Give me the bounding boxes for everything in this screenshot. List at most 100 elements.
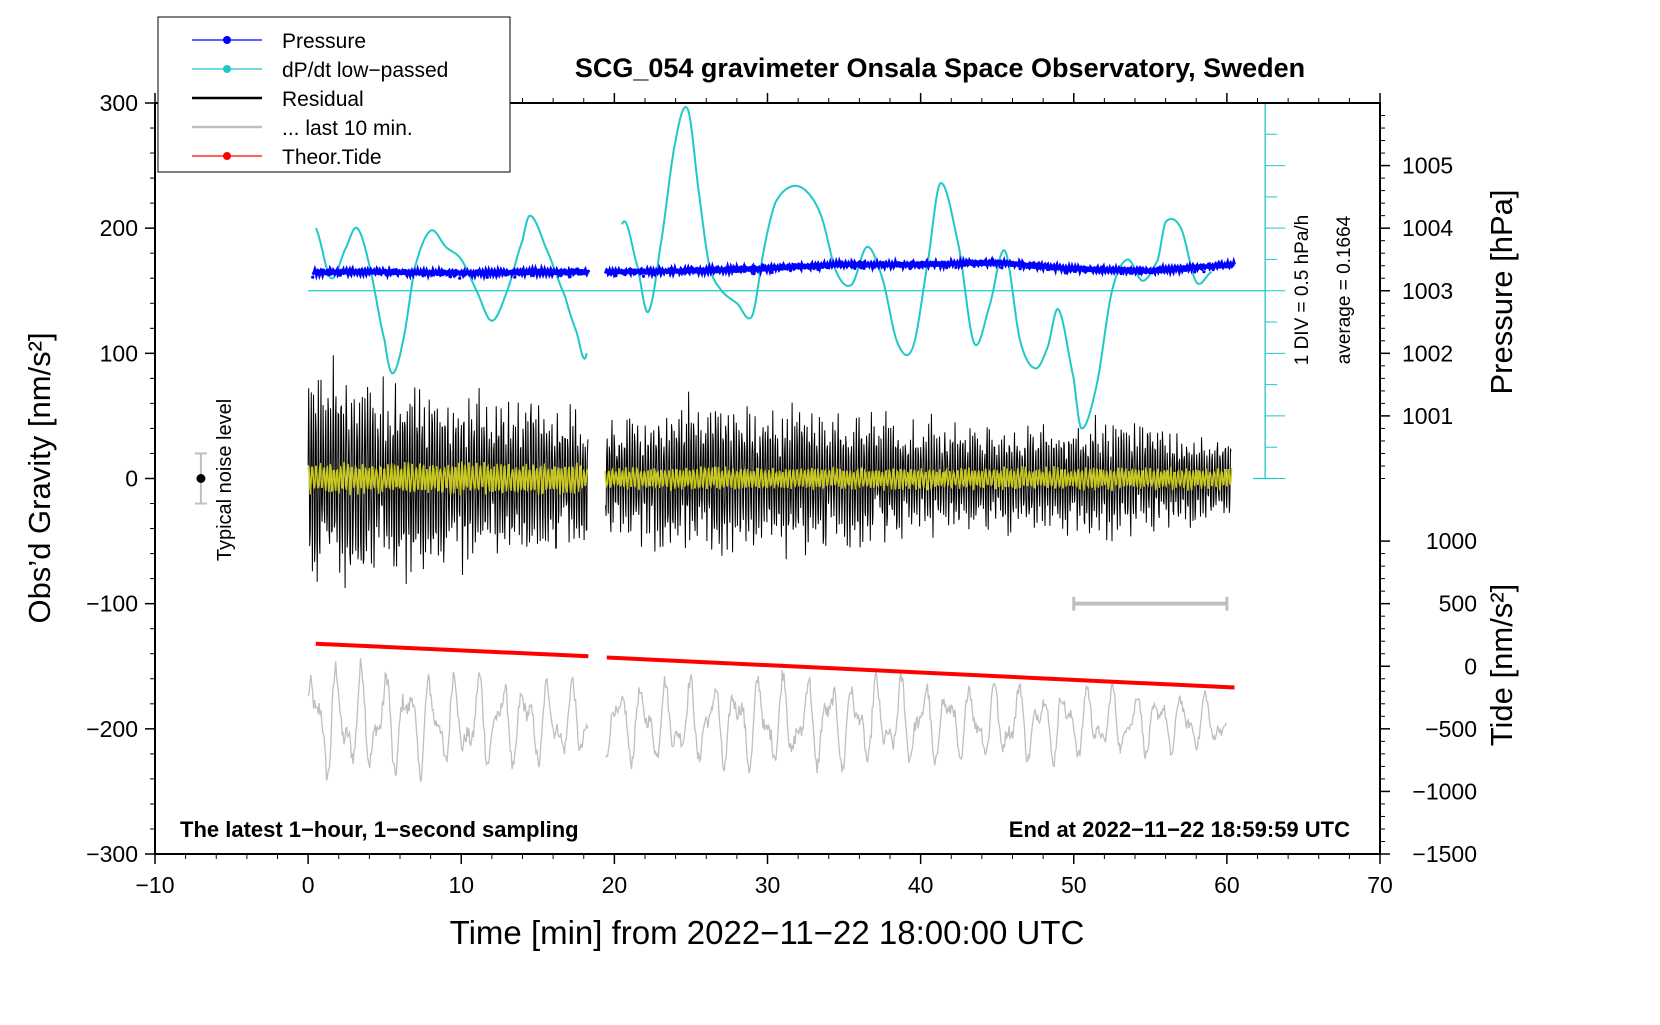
legend: Pressure dP/dt low−passed Residual ... last… — [157, 16, 511, 173]
series-pressure-point — [577, 272, 581, 276]
x-tick-label: 0 — [302, 872, 315, 898]
series-pressure-point — [1193, 270, 1197, 274]
series-pressure-point — [1174, 265, 1178, 269]
series-pressure-point — [338, 273, 342, 277]
y-tick-label: 100 — [100, 340, 138, 366]
legend-label: Theor.Tide — [282, 146, 382, 169]
series-pressure-point — [963, 263, 967, 267]
annotation-dpdt-scale: 1 DIV = 0.5 hPa/h — [1292, 215, 1313, 366]
series-pressure-point — [559, 274, 563, 278]
series-pressure-point — [412, 269, 416, 273]
legend-label: dP/dt low−passed — [282, 59, 448, 82]
series-pressure-point — [669, 266, 673, 270]
series-pressure-point — [522, 271, 526, 275]
series-pressure-point — [678, 271, 682, 275]
series-pressure-point — [357, 268, 361, 272]
series-pressure-point — [1092, 267, 1096, 271]
series-pressure-point — [770, 270, 774, 274]
series-pressure-point — [568, 275, 572, 279]
y-tick-label: 0 — [125, 466, 138, 492]
series-pressure-line — [311, 254, 1236, 282]
y-axis-label-left: Obs’d Gravity [nm/s²] — [22, 332, 57, 623]
series-pressure-point — [375, 267, 379, 271]
series-pressure-point — [623, 273, 627, 277]
series-pressure-point — [834, 263, 839, 267]
y-tick-label: −300 — [86, 841, 138, 867]
series-residual-filtered-line — [307, 461, 1233, 496]
x-tick-label: 20 — [602, 872, 628, 898]
tide-tick-label: −1500 — [1412, 841, 1477, 867]
series-pressure-point — [393, 271, 397, 275]
series-residual-line — [307, 355, 1232, 589]
noise-level-point — [196, 474, 206, 483]
series-pressure-point — [779, 263, 783, 267]
series-pressure-point — [715, 265, 719, 269]
series-pressure-point — [1000, 266, 1004, 270]
series-pressure-point — [1055, 266, 1059, 270]
series-pressure-point — [798, 264, 802, 268]
pressure-tick-label: 1002 — [1402, 340, 1453, 366]
series-pressure-point — [550, 273, 554, 277]
series-pressure-point — [1009, 261, 1013, 265]
y-tick-label: 200 — [100, 215, 138, 241]
x-tick-label: 50 — [1061, 872, 1087, 898]
series-pressure-point — [540, 271, 545, 275]
series-pressure-point — [605, 269, 609, 273]
series-pressure-point — [1211, 268, 1215, 272]
series-pressure-point — [476, 269, 480, 273]
annotation-noise-level: Typical noise level — [214, 399, 236, 561]
series-pressure-point — [889, 263, 894, 268]
y-tick-label: 300 — [100, 90, 138, 116]
series-pressure-point — [1183, 268, 1188, 273]
series-pressure-point — [430, 273, 434, 277]
pressure-axis: 1001 1002 1003 1004 1005 — [1380, 115, 1453, 479]
legend-marker — [223, 152, 231, 160]
series-pressure-point — [871, 266, 875, 270]
series-pressure-point — [862, 266, 866, 270]
series-pressure-point — [761, 263, 765, 267]
series-last10min-line — [307, 658, 1227, 783]
series-pressure-point — [651, 272, 655, 277]
legend-box — [157, 16, 511, 173]
series-pressure-point — [660, 270, 664, 274]
series-pressure-point — [1110, 267, 1114, 271]
annotation-end-time: End at 2022−11−22 18:59:59 UTC — [1009, 817, 1350, 842]
traces — [194, 102, 1286, 783]
series-dpdt-line — [621, 106, 1212, 430]
tide-tick-label: −1000 — [1412, 778, 1477, 804]
series-pressure-point — [494, 273, 499, 278]
series-pressure-point — [1156, 266, 1160, 270]
series-pressure-point — [1220, 264, 1224, 268]
series-pressure-point — [1027, 266, 1031, 270]
series-tide-line — [315, 641, 589, 659]
series-pressure-point — [504, 273, 508, 277]
series-pressure-point — [1036, 266, 1041, 270]
series-pressure-point — [1229, 264, 1234, 268]
x-tick-label: 70 — [1367, 872, 1393, 898]
series-pressure-point — [1064, 271, 1068, 275]
series-pressure-point — [384, 269, 388, 273]
series-pressure-point — [458, 276, 462, 280]
tide-tick-label: −500 — [1425, 716, 1477, 742]
series-pressure-point — [954, 265, 958, 270]
series-pressure-point — [1165, 269, 1169, 274]
series-pressure-point — [935, 263, 940, 267]
series-dpdt-line — [314, 214, 588, 375]
series-pressure-point — [991, 257, 995, 261]
legend-label: Residual — [282, 88, 364, 111]
series-pressure-point — [632, 270, 636, 274]
series-pressure-point — [844, 264, 848, 268]
series-pressure-point — [1147, 269, 1151, 274]
series-pressure-point — [1138, 271, 1142, 275]
series-pressure-point — [972, 264, 976, 268]
series-pressure-point — [403, 269, 407, 273]
tide-tick-label: 500 — [1439, 591, 1477, 617]
series-pressure-point — [825, 265, 829, 270]
series-pressure-point — [908, 266, 912, 271]
series-pressure-point — [899, 262, 903, 266]
series-pressure-point — [513, 275, 517, 279]
series-pressure-point — [926, 261, 930, 265]
series-pressure-point — [945, 266, 949, 270]
series-pressure-point — [1119, 271, 1123, 276]
